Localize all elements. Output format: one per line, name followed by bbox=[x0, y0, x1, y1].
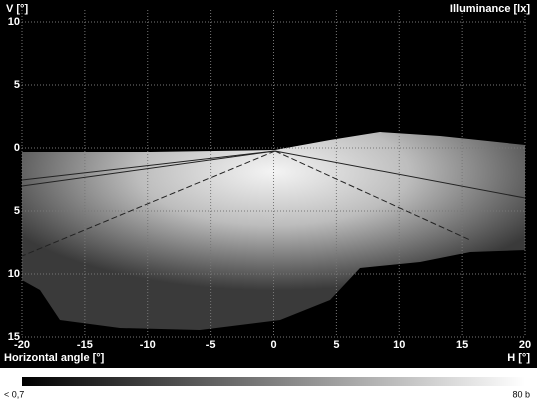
x-tick-label: 20 bbox=[519, 339, 531, 351]
colorbar-min: < 0,7 bbox=[4, 389, 24, 399]
x-tick-label: -10 bbox=[140, 339, 156, 351]
y-axis-label: V [°] bbox=[6, 3, 28, 15]
y-tick-label: 5 bbox=[14, 205, 20, 217]
x-tick-label: -20 bbox=[14, 339, 30, 351]
y-tick-label: 0 bbox=[14, 142, 20, 154]
x-tick-label: -5 bbox=[206, 339, 216, 351]
y-tick-label: 10 bbox=[8, 16, 20, 28]
x-axis-label: Horizontal angle [°] bbox=[4, 352, 105, 364]
colorbar-max: 80 b bbox=[512, 389, 530, 399]
cutoff-lines bbox=[21, 150, 526, 257]
x-tick-label: 0 bbox=[270, 339, 276, 351]
y-tick-label: 15 bbox=[8, 331, 20, 343]
x-tick-label: 15 bbox=[456, 339, 468, 351]
x-tick-label: 5 bbox=[333, 339, 339, 351]
x-tick-label: -15 bbox=[77, 339, 93, 351]
color-label: Illuminance [lx] bbox=[450, 3, 530, 15]
y-tick-label: 10 bbox=[8, 268, 20, 280]
colorbar bbox=[22, 377, 525, 386]
y-tick-label: 5 bbox=[14, 79, 20, 91]
grid bbox=[21, 10, 526, 338]
x-unit-label: H [°] bbox=[507, 352, 530, 364]
x-tick-label: 10 bbox=[393, 339, 405, 351]
